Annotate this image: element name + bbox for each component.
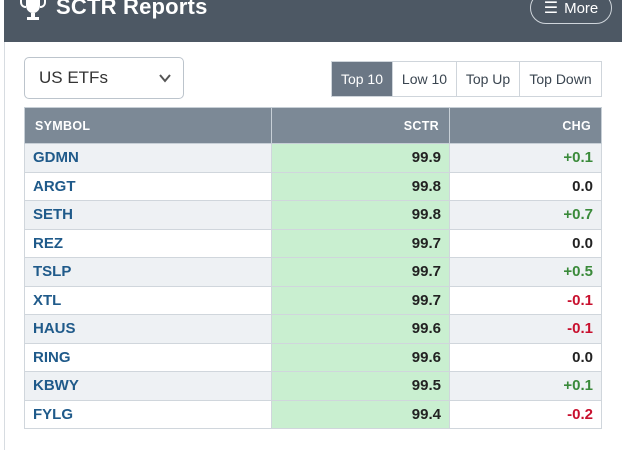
symbol-link[interactable]: FYLG [24,399,272,429]
table-row: REZ 99.7 0.0 [24,228,602,258]
menu-icon: ☰ [543,0,559,17]
table-row: HAUS 99.6 -0.1 [24,314,602,344]
table-row: SETH 99.8 +0.7 [24,200,602,230]
table-row: ARGT 99.8 0.0 [24,171,602,201]
sctr-column-header[interactable]: SCTR [271,107,450,144]
table-row: FYLG 99.4 -0.2 [24,399,602,429]
panel-header: SCTR Reports ☰ More [4,0,622,42]
chg-value: 0.0 [449,171,602,201]
more-label: More [564,0,599,17]
table-body: GDMN 99.9 +0.1 ARGT 99.8 0.0 SETH 99.8 +0.7 REZ 99… [24,143,602,429]
tab-top-10[interactable]: Top 10 [332,62,392,96]
trophy-icon [20,0,46,20]
chg-value: +0.7 [449,200,602,230]
table-row: RING 99.6 0.0 [24,342,602,372]
chg-value: -0.2 [449,399,602,429]
symbol-link[interactable]: XTL [24,285,272,315]
sctr-value: 99.7 [271,257,450,287]
sctr-value: 99.5 [271,371,450,401]
symbol-link[interactable]: RING [24,342,272,372]
symbol-link[interactable]: GDMN [24,143,272,173]
chg-value: -0.1 [449,285,602,315]
symbol-link[interactable]: HAUS [24,314,272,344]
symbol-link[interactable]: TSLP [24,257,272,287]
tab-low-10[interactable]: Low 10 [392,62,456,96]
chevron-down-icon [159,74,171,83]
symbol-link[interactable]: REZ [24,228,272,258]
chg-value: +0.1 [449,143,602,173]
chg-value: 0.0 [449,228,602,258]
more-button[interactable]: ☰ More [530,0,612,24]
table-row: GDMN 99.9 +0.1 [24,143,602,173]
universe-select[interactable]: US ETFs [24,57,184,99]
table-row: XTL 99.7 -0.1 [24,285,602,315]
table-row: TSLP 99.7 +0.5 [24,257,602,287]
table-header-row: SYMBOL SCTR CHG [24,107,602,144]
ranking-tabs: Top 10 Low 10 Top Up Top Down [331,61,602,97]
sctr-value: 99.6 [271,342,450,372]
chg-column-header[interactable]: CHG [449,107,602,144]
sctr-value: 99.6 [271,314,450,344]
sctr-value: 99.8 [271,171,450,201]
chg-value: -0.1 [449,314,602,344]
chg-value: +0.1 [449,371,602,401]
tab-top-down[interactable]: Top Down [519,62,601,96]
chg-value: +0.5 [449,257,602,287]
universe-select-value: US ETFs [39,68,108,87]
symbol-column-header[interactable]: SYMBOL [24,107,272,144]
tab-top-up[interactable]: Top Up [456,62,519,96]
symbol-link[interactable]: SETH [24,200,272,230]
sctr-value: 99.7 [271,285,450,315]
sctr-value: 99.9 [271,143,450,173]
symbol-link[interactable]: ARGT [24,171,272,201]
chg-value: 0.0 [449,342,602,372]
sctr-table: SYMBOL SCTR CHG GDMN 99.9 +0.1 ARGT 99.8 0.0 S… [24,107,602,429]
sctr-value: 99.8 [271,200,450,230]
symbol-link[interactable]: KBWY [24,371,272,401]
page-title: SCTR Reports [56,0,208,19]
sctr-value: 99.4 [271,399,450,429]
sctr-value: 99.7 [271,228,450,258]
table-row: KBWY 99.5 +0.1 [24,371,602,401]
